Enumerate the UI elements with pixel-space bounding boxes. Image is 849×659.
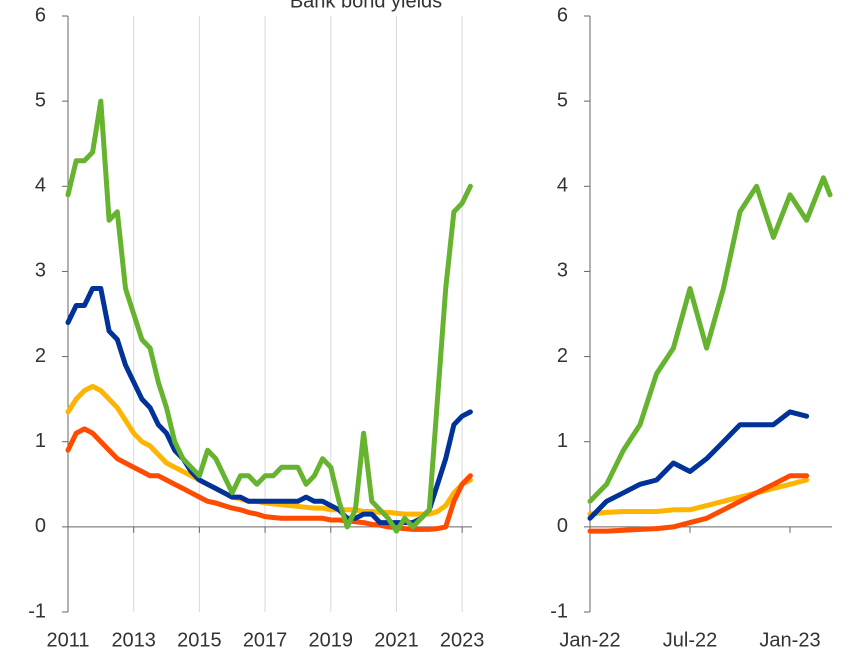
y-tick-label: -1 [550, 600, 568, 622]
y-tick-label: 1 [557, 430, 568, 452]
x-tick-label: Jul-22 [663, 629, 717, 651]
y-tick-label: 4 [557, 175, 568, 197]
x-tick-label: 2011 [46, 629, 89, 651]
x-tick-label: 2017 [243, 629, 288, 651]
line-series [65, 286, 473, 526]
y-tick-label: 1 [35, 430, 46, 452]
x-tick-label: Jan-22 [559, 629, 620, 651]
x-tick-label: Jan-23 [759, 629, 820, 651]
line-series [65, 426, 473, 532]
y-tick-label: 2 [557, 345, 568, 367]
line-series [587, 473, 810, 534]
y-tick-label: 3 [557, 260, 568, 282]
x-tick-label: 2021 [374, 629, 419, 651]
y-tick-label: 0 [557, 515, 568, 537]
x-tick-label: 2019 [309, 629, 354, 651]
chart-title: Bank bond yields [290, 0, 442, 12]
line-series [587, 175, 833, 504]
line-series [65, 383, 473, 517]
y-tick-label: 3 [35, 260, 46, 282]
y-tick-label: 0 [35, 515, 46, 537]
x-tick-label: 2023 [440, 629, 485, 651]
y-tick-label: 6 [35, 4, 46, 26]
line-series [587, 409, 810, 521]
y-tick-label: 5 [557, 89, 568, 111]
line-series [587, 477, 810, 517]
x-tick-label: 2015 [177, 629, 222, 651]
line-series [65, 98, 473, 534]
y-tick-label: 2 [35, 345, 46, 367]
y-tick-label: 6 [557, 4, 568, 26]
x-tick-label: 2013 [111, 629, 156, 651]
y-tick-label: 4 [35, 175, 46, 197]
y-tick-label: -1 [28, 600, 46, 622]
y-tick-label: 5 [35, 89, 46, 111]
